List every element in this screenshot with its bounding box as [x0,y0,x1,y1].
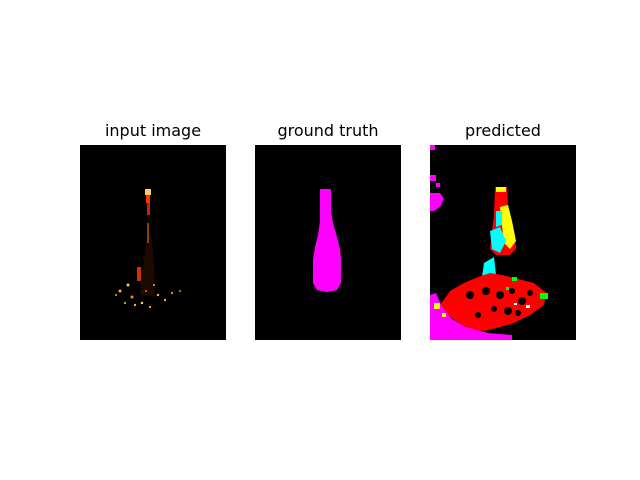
ground-truth-image [255,145,401,340]
ground-truth-graphic [255,145,401,340]
predicted-title: predicted [465,121,541,140]
predicted-image [430,145,576,340]
input-image-graphic [80,145,226,340]
bottle-mask [313,189,341,292]
ground-truth-title: ground truth [277,121,379,140]
input-image [80,145,226,340]
input-image-title: input image [104,121,202,140]
predicted-graphic [430,145,576,340]
